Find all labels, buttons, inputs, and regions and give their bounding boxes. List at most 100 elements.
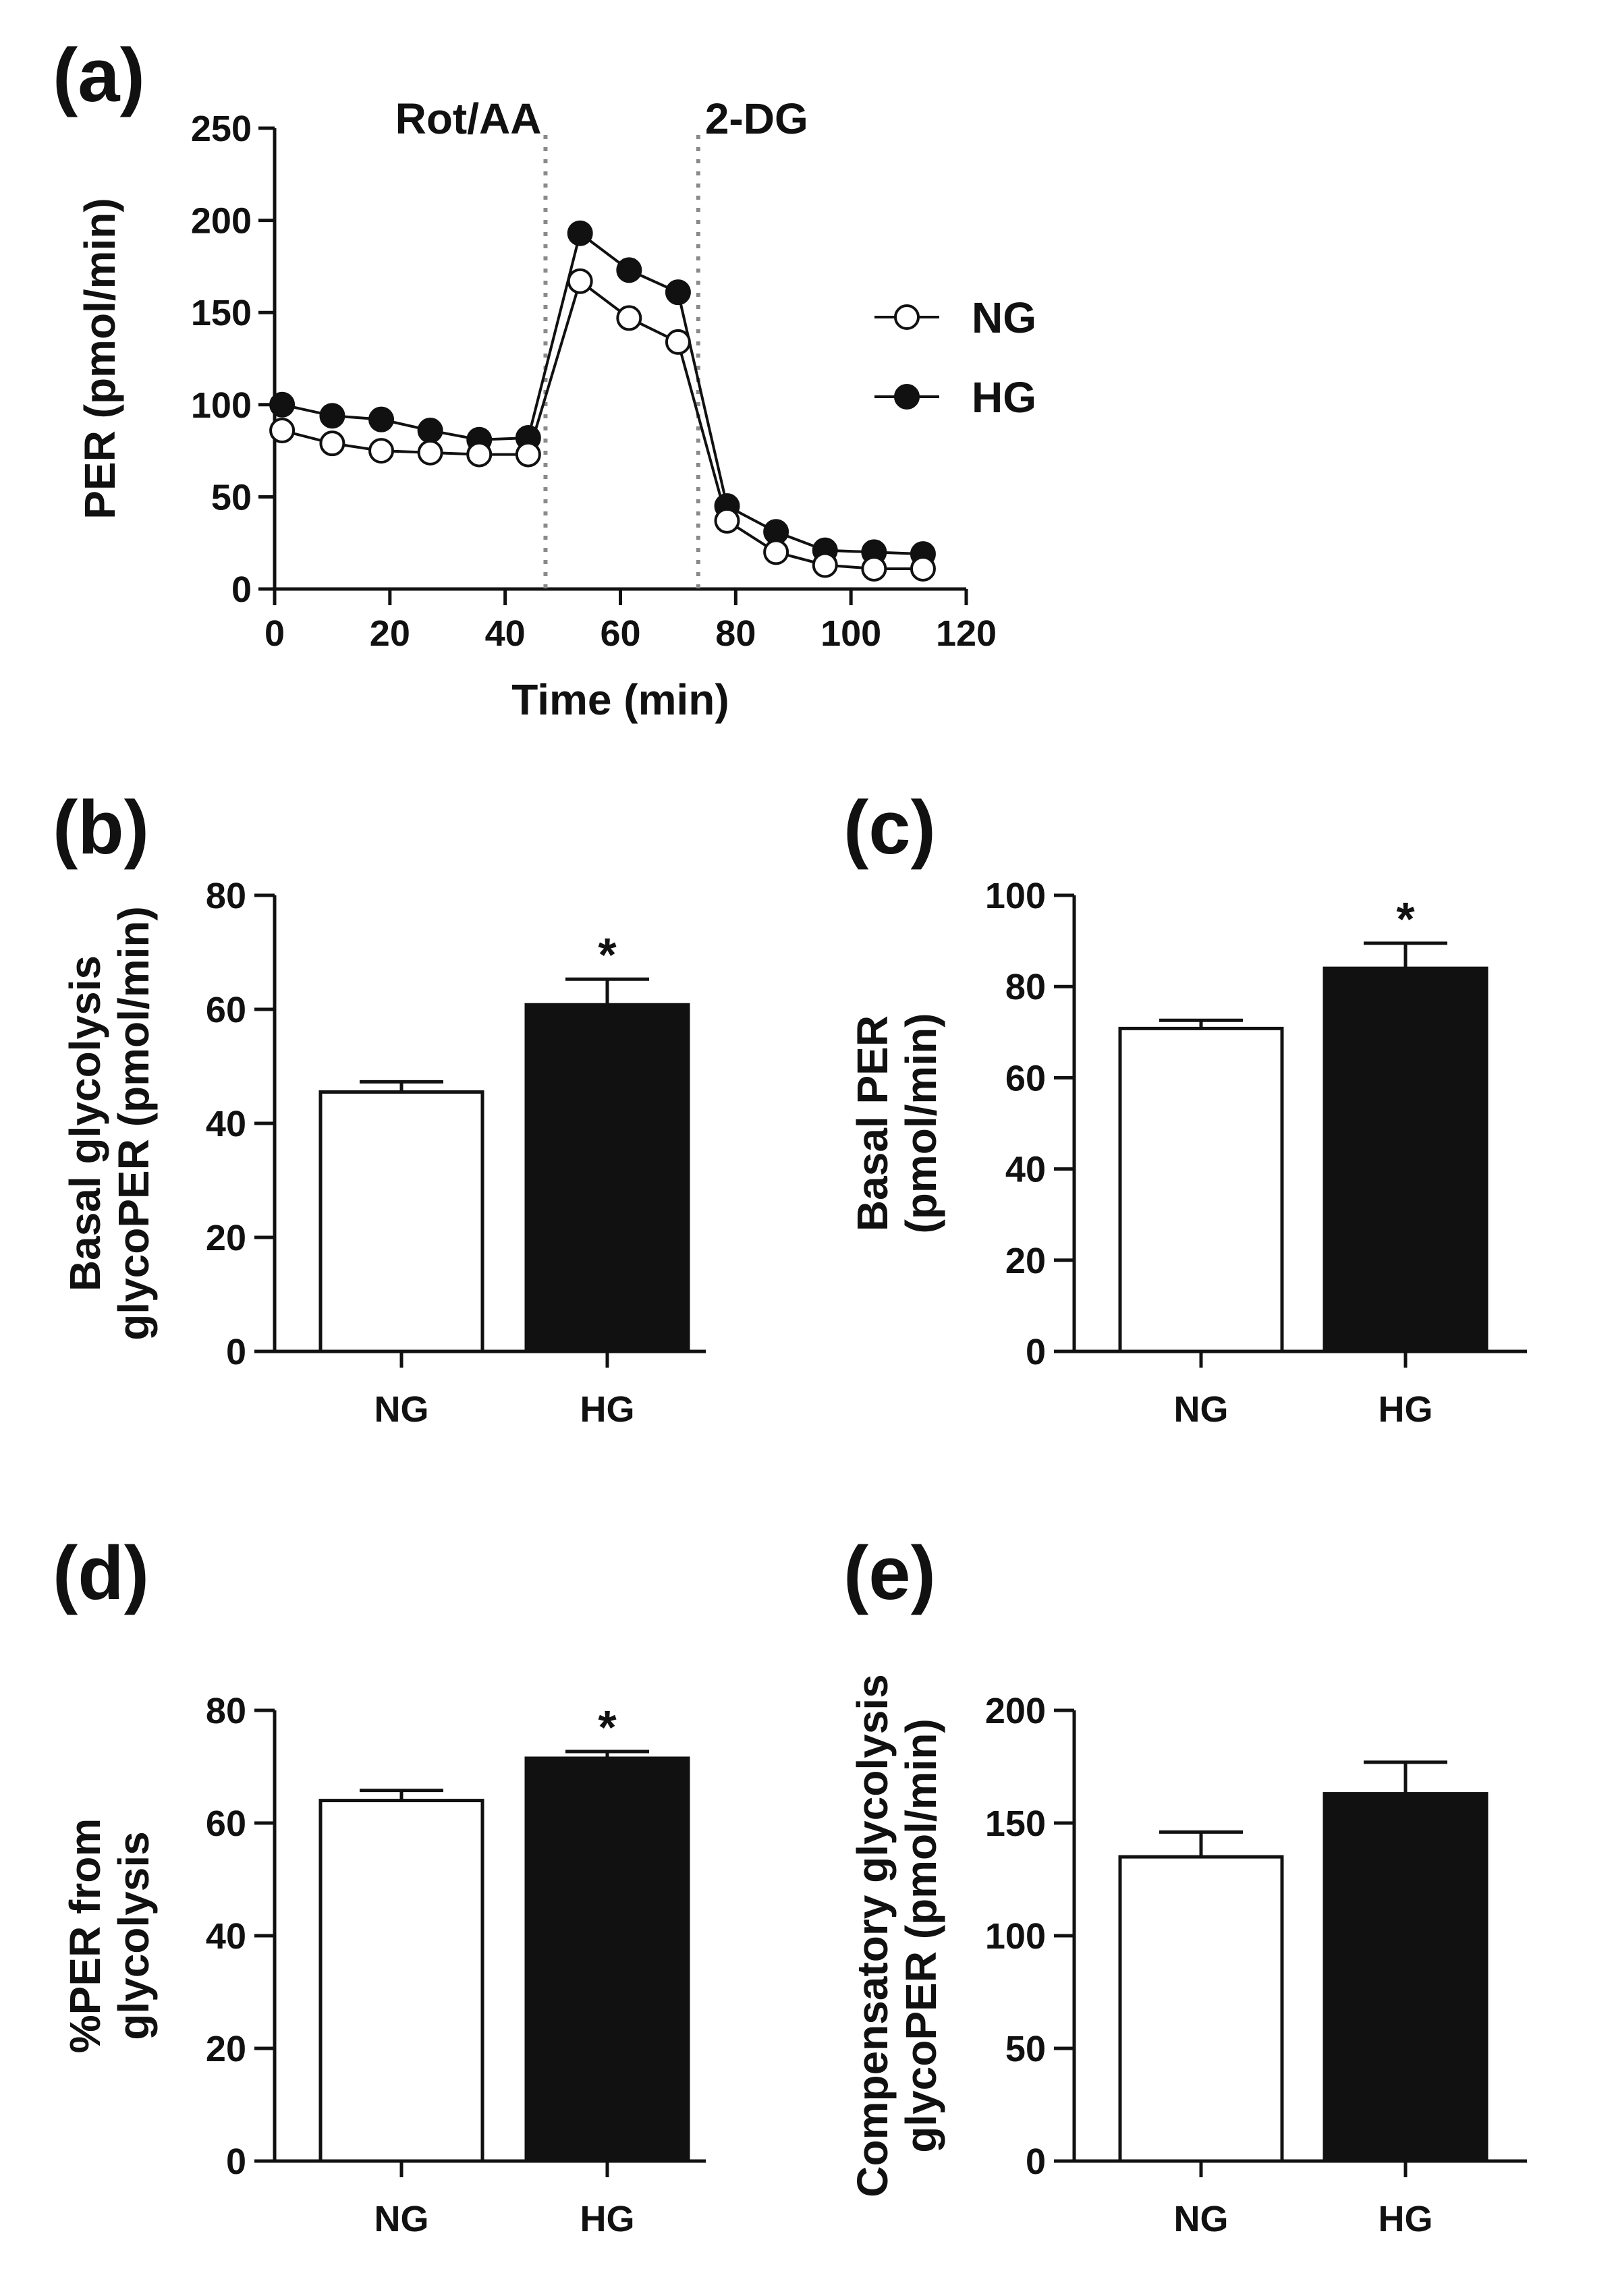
bar-hg bbox=[1323, 1792, 1488, 2163]
y-axis-title-line: Basal glycolysis bbox=[61, 955, 109, 1291]
legend-label: HG bbox=[972, 373, 1036, 422]
y-tick-label: 40 bbox=[206, 1104, 246, 1144]
y-axis-title-line: Compensatory glycolysis bbox=[848, 1674, 897, 2197]
data-point-hg bbox=[269, 391, 296, 418]
data-point-ng bbox=[763, 539, 789, 565]
y-tick-label: 60 bbox=[206, 990, 246, 1030]
data-point-ng bbox=[515, 441, 541, 468]
significance-star: * bbox=[1396, 893, 1415, 945]
data-point-ng bbox=[665, 329, 691, 355]
data-point-ng bbox=[567, 268, 593, 294]
data-point-ng bbox=[319, 430, 345, 457]
y-axis-title: Basal PER (pmol/min) bbox=[848, 1013, 945, 1233]
x-tick-label: 120 bbox=[936, 613, 997, 654]
y-tick-label: 0 bbox=[1026, 2141, 1046, 2182]
y-axis-title: Basal glycolysis glycoPER (pmol/min) bbox=[61, 906, 158, 1341]
panel-label: (e) bbox=[843, 1531, 936, 1615]
panel-label: (b) bbox=[53, 785, 149, 870]
x-tick-label: 80 bbox=[715, 613, 756, 654]
data-point-ng bbox=[910, 555, 936, 582]
x-tick-label: HG bbox=[580, 2199, 635, 2239]
x-tick-label: 60 bbox=[600, 613, 640, 654]
data-point-ng bbox=[861, 555, 887, 582]
y-tick-label: 100 bbox=[985, 1916, 1046, 1957]
x-tick-label: 100 bbox=[820, 613, 881, 654]
bar-hg bbox=[1323, 966, 1488, 1353]
x-tick-label: NG bbox=[374, 2199, 429, 2239]
data-point-hg bbox=[417, 418, 443, 444]
legend-marker-hg bbox=[894, 384, 920, 410]
injection-label: Rot/AA bbox=[395, 94, 542, 143]
y-axis-title-line: glycolysis bbox=[109, 1831, 158, 2040]
y-tick-label: 0 bbox=[226, 2141, 246, 2182]
y-axis-title-line: glycoPER (pmol/min) bbox=[897, 1718, 945, 2153]
panel-a: (a) 0 50 100 150 200 250 0 20 40 60 80 100 120 Time (m… bbox=[53, 33, 1036, 724]
data-point-ng bbox=[466, 441, 493, 468]
y-tick-label: 40 bbox=[1005, 1150, 1046, 1190]
y-tick-label: 60 bbox=[1005, 1058, 1046, 1098]
bar-hg bbox=[524, 1003, 690, 1353]
panel-label: (a) bbox=[53, 33, 145, 117]
significance-star: * bbox=[598, 1701, 617, 1754]
x-tick-label: HG bbox=[580, 1389, 635, 1430]
x-axis-title: Time (min) bbox=[511, 675, 729, 724]
data-point-hg bbox=[665, 279, 691, 306]
y-tick-label: 40 bbox=[206, 1916, 246, 1957]
y-tick-label: 80 bbox=[1005, 967, 1046, 1007]
y-tick-label: 50 bbox=[1005, 2029, 1046, 2069]
y-tick-label: 20 bbox=[1005, 1241, 1046, 1281]
y-tick-label: 0 bbox=[231, 569, 252, 610]
y-tick-label: 60 bbox=[206, 1803, 246, 1844]
x-tick-label: HG bbox=[1379, 1389, 1433, 1430]
y-tick-label: 0 bbox=[226, 1332, 246, 1372]
bar-hg bbox=[524, 1756, 690, 2163]
panel-label: (c) bbox=[843, 785, 936, 870]
y-tick-label: 100 bbox=[985, 876, 1046, 916]
y-tick-label: 250 bbox=[191, 109, 252, 149]
y-tick-label: 100 bbox=[191, 385, 252, 426]
data-point-hg bbox=[616, 257, 642, 283]
bar-ng bbox=[1118, 1855, 1284, 2163]
y-tick-label: 20 bbox=[206, 2029, 246, 2069]
x-tick-label: 0 bbox=[265, 613, 285, 654]
y-axis-title: %PER from glycolysis bbox=[61, 1818, 158, 2054]
y-tick-label: 50 bbox=[211, 477, 252, 517]
y-tick-label: 0 bbox=[1026, 1332, 1046, 1372]
significance-star: * bbox=[598, 928, 617, 981]
data-point-ng bbox=[269, 418, 296, 444]
data-point-ng bbox=[368, 438, 395, 464]
y-axis-title-line: glycoPER (pmol/min) bbox=[109, 906, 158, 1341]
x-tick-label: HG bbox=[1379, 2199, 1433, 2239]
data-point-ng bbox=[812, 552, 838, 578]
data-point-hg bbox=[567, 220, 593, 246]
y-axis-title-line: Basal PER bbox=[848, 1015, 897, 1231]
y-axis-title: PER (pmol/min) bbox=[76, 198, 124, 519]
panel-label: (d) bbox=[53, 1531, 149, 1615]
y-tick-label: 200 bbox=[191, 201, 252, 242]
panel-b: (b) 0 20 40 60 80 Basal glycolysis glycoPER (pm… bbox=[53, 785, 706, 1430]
panel-d: (d) 0 20 40 60 80 %PER from glycolysis NG HG * bbox=[53, 1531, 706, 2239]
panel-e: (e) 0 50 100 150 200 Compensatory glycolysis gl… bbox=[843, 1531, 1527, 2239]
y-axis-title: Compensatory glycolysis glycoPER (pmol/mi… bbox=[848, 1674, 945, 2197]
data-point-ng bbox=[714, 507, 740, 534]
y-tick-label: 80 bbox=[206, 876, 246, 916]
y-tick-label: 80 bbox=[206, 1691, 246, 1731]
y-tick-label: 200 bbox=[985, 1691, 1046, 1731]
y-axis-title-line: (pmol/min) bbox=[897, 1013, 945, 1233]
bar-ng bbox=[318, 1799, 484, 2163]
series-line-hg bbox=[281, 231, 924, 556]
x-tick-label: 20 bbox=[370, 613, 410, 654]
bar-ng bbox=[318, 1090, 484, 1353]
legend-marker-ng bbox=[894, 304, 920, 330]
legend-label: NG bbox=[972, 293, 1036, 342]
data-point-ng bbox=[616, 305, 642, 331]
data-point-hg bbox=[368, 406, 395, 432]
panel-c: (c) 0 20 40 60 80 100 Basal PER (pmol/min) NG HG * bbox=[843, 785, 1527, 1430]
y-tick-label: 20 bbox=[206, 1218, 246, 1258]
y-tick-label: 150 bbox=[191, 293, 252, 333]
data-point-ng bbox=[417, 439, 443, 466]
x-tick-label: NG bbox=[1174, 2199, 1229, 2239]
y-tick-label: 150 bbox=[985, 1803, 1046, 1844]
x-tick-label: 40 bbox=[485, 613, 526, 654]
